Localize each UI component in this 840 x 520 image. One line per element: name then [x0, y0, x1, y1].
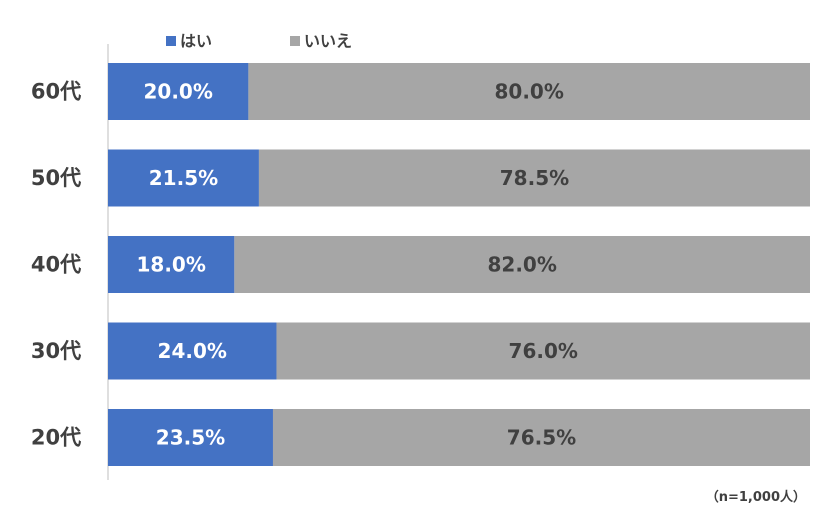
bar-segment-yes [108, 322, 277, 380]
bar-segment-yes [108, 63, 249, 120]
legend-swatch-no [290, 36, 300, 46]
legend: はい いいえ [166, 32, 352, 51]
bar-segment-yes [108, 409, 273, 466]
legend-swatch-yes [166, 36, 176, 46]
bar-segment-no [258, 149, 810, 207]
data-label-no: 76.5% [507, 426, 576, 450]
data-label-no: 78.5% [500, 166, 569, 190]
bar-segment-no [234, 236, 811, 293]
legend-label-no: いいえ [304, 32, 352, 51]
sample-size-note: （n=1,000人） [706, 489, 806, 505]
data-label-yes: 18.0% [136, 253, 205, 277]
data-label-no: 82.0% [487, 253, 556, 277]
data-label-no: 80.0% [495, 80, 564, 104]
bar-segment-yes [108, 236, 235, 293]
plot-area: 60代 20.0% 80.0% 50代 21.5% 78.5% 40代 18.0% 82.0% 3… [31, 63, 811, 466]
category-label: 50代 [31, 166, 81, 190]
category-label: 60代 [31, 80, 81, 104]
data-label-yes: 24.0% [158, 339, 227, 363]
category-label: 30代 [31, 339, 81, 363]
data-label-yes: 23.5% [156, 426, 225, 450]
bar-segment-no [248, 63, 810, 120]
legend-label-yes: はい [180, 32, 212, 51]
bar-segment-no [276, 322, 811, 380]
bar-segment-no [272, 409, 811, 466]
category-label: 20代 [31, 426, 81, 450]
data-label-yes: 20.0% [144, 80, 213, 104]
data-label-no: 76.0% [509, 339, 578, 363]
data-label-yes: 21.5% [149, 166, 218, 190]
bar-segment-yes [108, 149, 259, 207]
category-label: 40代 [31, 253, 81, 277]
